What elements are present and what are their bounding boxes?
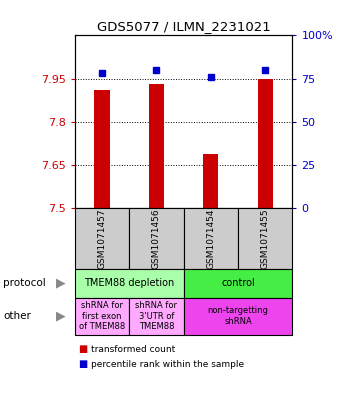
- Text: other: other: [3, 311, 31, 321]
- Bar: [258, 79, 273, 208]
- Bar: [203, 154, 218, 208]
- Text: ■: ■: [78, 359, 87, 369]
- Text: transformed count: transformed count: [91, 345, 175, 354]
- Text: shRNA for
first exon
of TMEM88: shRNA for first exon of TMEM88: [79, 301, 125, 331]
- Text: ■: ■: [78, 344, 87, 354]
- Text: shRNA for
3'UTR of
TMEM88: shRNA for 3'UTR of TMEM88: [135, 301, 177, 331]
- Text: control: control: [221, 278, 255, 288]
- Text: GSM1071456: GSM1071456: [152, 208, 161, 269]
- Text: GSM1071457: GSM1071457: [98, 208, 106, 269]
- Text: TMEM88 depletion: TMEM88 depletion: [84, 278, 174, 288]
- Text: percentile rank within the sample: percentile rank within the sample: [91, 360, 244, 369]
- Text: non-targetting
shRNA: non-targetting shRNA: [207, 307, 269, 326]
- Text: ▶: ▶: [56, 277, 66, 290]
- Bar: [149, 84, 164, 208]
- Bar: [95, 90, 109, 208]
- Text: GSM1071454: GSM1071454: [206, 209, 215, 269]
- Title: GDS5077 / ILMN_2231021: GDS5077 / ILMN_2231021: [97, 20, 271, 33]
- Text: protocol: protocol: [3, 278, 46, 288]
- Text: GSM1071455: GSM1071455: [261, 208, 270, 269]
- Text: ▶: ▶: [56, 310, 66, 323]
